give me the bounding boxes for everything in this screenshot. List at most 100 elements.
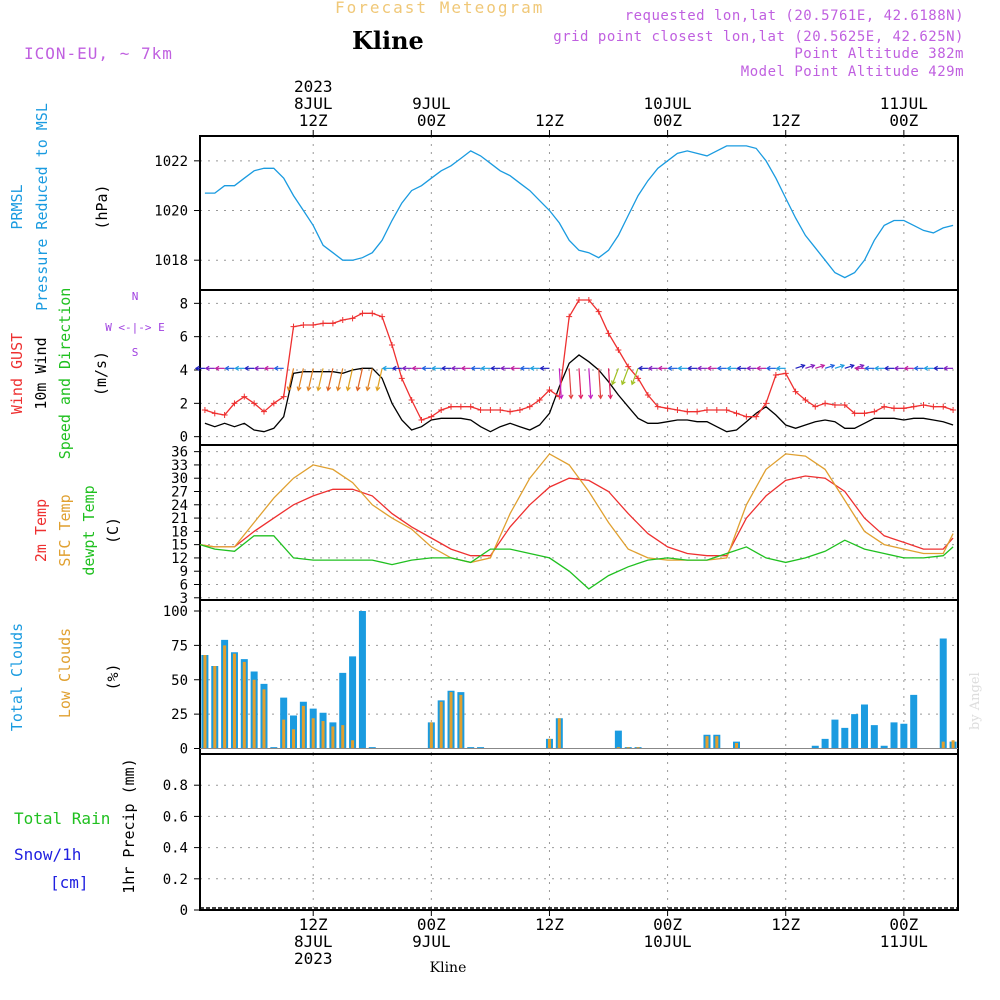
wind-arrow — [716, 365, 727, 371]
wind-gust-line-marker — [753, 413, 760, 420]
wind-gust-line-marker — [585, 297, 592, 303]
wind-dir-ylabel: Speed and Direction — [56, 288, 74, 460]
total-cloud-bar — [939, 638, 947, 749]
total-cloud-bar — [349, 656, 357, 749]
low-cloud-bar — [429, 722, 433, 749]
wind-arrow — [844, 363, 855, 369]
time-bottom-label: 12Z — [771, 915, 800, 934]
wind-arrow — [214, 365, 225, 371]
low-cloud-bar — [331, 726, 335, 749]
wind-arrow-shaft — [287, 368, 295, 391]
wind-arrow — [815, 363, 826, 369]
y-tick-label: 8 — [180, 296, 188, 312]
wind-arrow-head — [480, 365, 486, 371]
wind-gust-line-marker — [566, 313, 573, 320]
wind-gust-line-marker — [831, 402, 838, 408]
wind-arrow-head — [765, 365, 771, 371]
low-cloud-bar — [223, 645, 227, 749]
wind-gust-line-marker — [576, 297, 582, 303]
wind-arrow-head — [859, 363, 865, 369]
wind-arrow — [755, 365, 767, 371]
wind-arrow-shaft — [824, 364, 835, 369]
pressure-ylabel-2: Pressure Reduced to MSL — [33, 103, 51, 311]
panel-frame — [199, 289, 959, 446]
time-bottom-label: 10JUL — [644, 932, 692, 951]
wind-arrow-head — [677, 365, 683, 371]
wind-arrow — [296, 368, 304, 392]
low-cloud-bar — [557, 718, 561, 749]
low-cloud-bar — [735, 743, 739, 749]
wind-ylabel: 10m Wind — [32, 337, 50, 409]
wind-arrow-shaft — [346, 368, 354, 391]
wind-gust-line-marker — [260, 408, 267, 415]
wind-arrow-head — [597, 394, 604, 400]
wind-gust-line-marker — [644, 392, 651, 398]
wind-gust-line-marker — [359, 310, 366, 317]
wind-arrow — [345, 368, 354, 392]
total-cloud-bar — [910, 694, 918, 749]
wind-arrow — [490, 365, 501, 371]
wind-gust-line-marker — [339, 317, 346, 323]
wind-arrow — [509, 365, 520, 371]
precip-ylabel: 1hr Precip (mm) — [120, 758, 138, 893]
wind-arrow — [421, 365, 432, 371]
time-top-label: 12Z — [771, 111, 800, 130]
wind-gust-line-marker — [497, 407, 504, 413]
time-bottom-label: 00Z — [417, 915, 446, 934]
time-bottom-label: 2023 — [294, 949, 333, 968]
wind-arrow — [470, 365, 481, 371]
temp-2m-line — [199, 475, 954, 557]
time-bottom-label: 9JUL — [412, 932, 451, 951]
wind-gust-line-marker — [428, 413, 435, 420]
wind-gust-line-marker — [201, 407, 208, 413]
wind-arrow-head — [854, 365, 860, 371]
wind-arrow-head — [460, 365, 466, 371]
wind-arrow-head — [529, 365, 535, 371]
wind-gust-line-marker — [841, 402, 848, 408]
wind-arrow-head — [421, 365, 427, 371]
wind-gust-line-marker — [763, 400, 770, 407]
wind-arrow-shaft — [297, 368, 304, 391]
wind-arrow-shaft — [598, 368, 602, 399]
wind-arrow-head — [194, 365, 200, 371]
total-cloud-bar — [368, 747, 376, 749]
time-bottom-label: 00Z — [653, 915, 682, 934]
y-tick-label: 4 — [180, 363, 188, 379]
wind-gust-line-marker — [930, 403, 937, 410]
wind-arrow-shaft — [366, 368, 373, 391]
y-tick-label: 12 — [171, 551, 188, 567]
wind-arrow-shaft — [337, 368, 344, 391]
wind-gust-line-marker — [595, 308, 602, 315]
wind-arrow-head — [391, 365, 397, 371]
wind-arrow-head — [839, 363, 846, 369]
low-cloud-bar — [213, 666, 217, 749]
wind-gust-line-marker — [388, 342, 395, 348]
wind-gust-line-marker — [536, 397, 543, 403]
total-cloud-bar — [477, 747, 485, 749]
panel-frame — [199, 753, 959, 911]
wind-arrow — [519, 365, 530, 371]
wind-arrow-head — [490, 365, 495, 371]
total-cloud-bar — [841, 727, 849, 749]
wind-gust-line-marker — [221, 412, 228, 418]
wind-arrow — [375, 368, 383, 392]
wind-arrow — [224, 365, 235, 371]
time-top-label: 00Z — [417, 111, 446, 130]
y-tick-label: 75 — [171, 638, 188, 654]
wind-arrow — [578, 368, 584, 400]
wind-arrow — [558, 368, 564, 400]
wind-gust-line-marker — [664, 405, 671, 412]
y-tick-label: 30 — [171, 471, 188, 487]
wind-gust-line-marker — [723, 407, 730, 413]
total-cloud-bar — [270, 747, 278, 749]
wind-arrow-head — [647, 365, 653, 371]
wind-arrow — [391, 365, 402, 371]
wind-arrow-head — [611, 380, 616, 386]
wind-arrow-head — [726, 365, 732, 371]
wind-arrow-head — [411, 365, 417, 371]
wind-arrow — [381, 365, 392, 371]
wind-gust-line-marker — [211, 410, 218, 417]
wind-arrow — [355, 368, 364, 392]
wind-gust-line-marker — [477, 407, 484, 413]
wind-arrow — [805, 363, 816, 369]
